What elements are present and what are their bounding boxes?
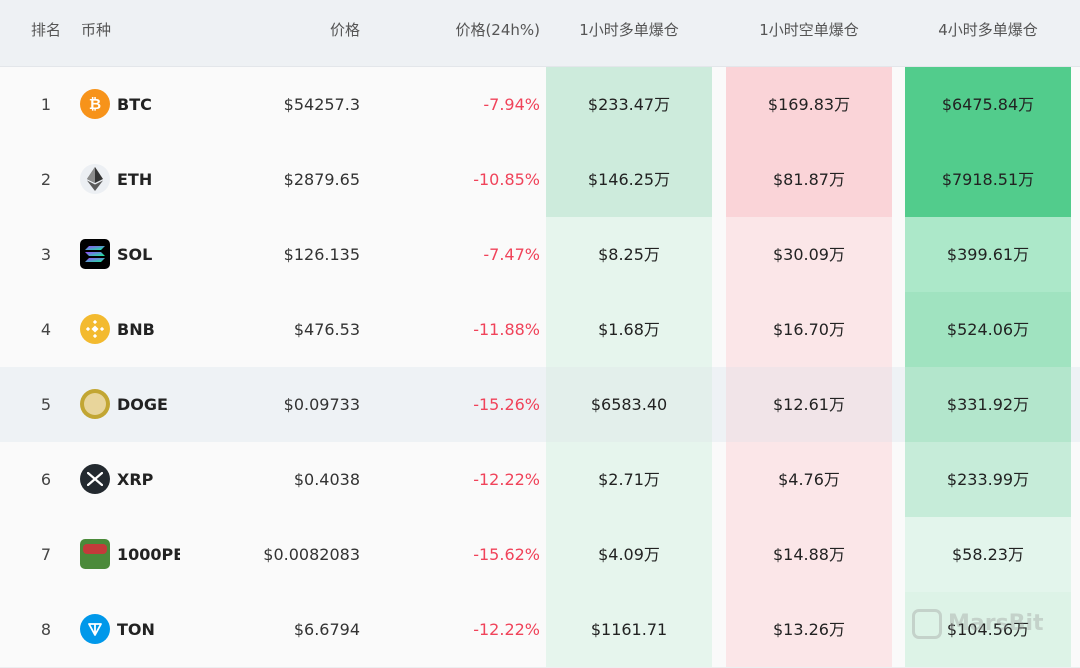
coin-cell[interactable]: DOGE — [80, 367, 180, 442]
long-1h-cell: $1161.71 — [546, 592, 712, 667]
price-cell: $0.09733 — [283, 395, 360, 414]
header-rank[interactable]: 排名 — [31, 21, 62, 39]
change-cell: -11.88% — [473, 320, 540, 339]
table-row[interactable]: 3 SOL $126.135 -7.47% $8.25万 $30.09万 $39… — [0, 217, 1080, 293]
long-4h-cell: $58.23万 — [905, 517, 1071, 592]
long-4h-cell: $524.06万 — [905, 292, 1071, 367]
long-4h-cell: $399.61万 — [905, 217, 1071, 292]
long-1h-cell: $4.09万 — [546, 517, 712, 592]
short-1h-cell: $13.26万 — [726, 592, 892, 667]
ethereum-icon — [80, 164, 110, 194]
header-change-24h[interactable]: 价格(24h%) — [455, 21, 540, 39]
long-4h-cell: $331.92万 — [905, 367, 1071, 442]
table-row[interactable]: 5 DOGE $0.09733 -15.26% $6583.40 $12.61万… — [0, 367, 1080, 443]
coin-symbol: TON — [117, 620, 155, 639]
rank-cell: 7 — [40, 545, 52, 564]
coin-cell[interactable]: BNB — [80, 292, 180, 367]
short-1h-cell: $16.70万 — [726, 292, 892, 367]
header-long-4h[interactable]: 4小时多单爆仓 — [938, 21, 1038, 39]
long-4h-cell: $233.99万 — [905, 442, 1071, 517]
table-row[interactable]: 2 ETH $2879.65 -10.85% $146.25万 $81.87万 … — [0, 142, 1080, 218]
toncoin-icon — [80, 614, 110, 644]
coin-symbol: 1000PEPE — [117, 545, 180, 564]
watermark-text: MarsBit — [948, 611, 1044, 636]
long-4h-cell: $104.56万 — [905, 592, 1071, 667]
change-cell: -7.47% — [483, 245, 540, 264]
pepe-icon — [80, 539, 110, 569]
rank-cell: 1 — [40, 95, 52, 114]
coin-symbol: SOL — [117, 245, 153, 264]
short-1h-cell: $81.87万 — [726, 142, 892, 217]
coin-symbol: XRP — [117, 470, 154, 489]
price-cell: $6.6794 — [293, 620, 360, 639]
table-row[interactable]: 6 XRP $0.4038 -12.22% $2.71万 $4.76万 $233… — [0, 442, 1080, 518]
table-row[interactable]: 1 ₿ BTC $54257.3 -7.94% $233.47万 $169.83… — [0, 67, 1080, 143]
coin-cell[interactable]: SOL — [80, 217, 180, 292]
long-1h-cell: $2.71万 — [546, 442, 712, 517]
long-1h-cell: $1.68万 — [546, 292, 712, 367]
watermark-logo-icon — [912, 609, 942, 639]
coin-symbol: BTC — [117, 95, 152, 114]
coin-symbol: DOGE — [117, 395, 168, 414]
header-coin[interactable]: 币种 — [81, 21, 112, 39]
change-cell: -12.22% — [473, 620, 540, 639]
table-row[interactable]: 8 TON $6.6794 -12.22% $1161.71 $13.26万 $… — [0, 592, 1080, 668]
change-cell: -12.22% — [473, 470, 540, 489]
long-4h-cell: $6475.84万 — [905, 67, 1071, 142]
change-cell: -15.62% — [473, 545, 540, 564]
table-header: 排名 币种 价格 价格(24h%) 1小时多单爆仓 1小时空单爆仓 4小时多单爆… — [0, 0, 1080, 67]
header-short-1h[interactable]: 1小时空单爆仓 — [759, 21, 859, 39]
watermark: MarsBit — [912, 604, 1072, 644]
coin-cell[interactable]: XRP — [80, 442, 180, 517]
change-cell: -7.94% — [483, 95, 540, 114]
header-long-1h[interactable]: 1小时多单爆仓 — [579, 21, 679, 39]
long-1h-cell: $6583.40 — [546, 367, 712, 442]
rank-cell: 8 — [40, 620, 52, 639]
solana-icon — [80, 239, 110, 269]
long-1h-cell: $146.25万 — [546, 142, 712, 217]
short-1h-cell: $169.83万 — [726, 67, 892, 142]
coin-cell[interactable]: 1000PEPE — [80, 517, 180, 592]
coin-symbol: ETH — [117, 170, 153, 189]
price-cell: $0.0082083 — [263, 545, 360, 564]
price-cell: $2879.65 — [283, 170, 360, 189]
rank-cell: 4 — [40, 320, 52, 339]
bitcoin-icon: ₿ — [80, 89, 110, 119]
short-1h-cell: $12.61万 — [726, 367, 892, 442]
price-cell: $126.135 — [283, 245, 360, 264]
rank-cell: 6 — [40, 470, 52, 489]
change-cell: -15.26% — [473, 395, 540, 414]
short-1h-cell: $4.76万 — [726, 442, 892, 517]
long-1h-cell: $233.47万 — [546, 67, 712, 142]
rank-cell: 5 — [40, 395, 52, 414]
change-cell: -10.85% — [473, 170, 540, 189]
rank-cell: 2 — [40, 170, 52, 189]
long-1h-cell: $8.25万 — [546, 217, 712, 292]
coin-symbol: BNB — [117, 320, 155, 339]
short-1h-cell: $14.88万 — [726, 517, 892, 592]
table-row[interactable]: 7 1000PEPE $0.0082083 -15.62% $4.09万 $14… — [0, 517, 1080, 593]
price-cell: $476.53 — [293, 320, 360, 339]
dogecoin-icon — [80, 389, 110, 419]
price-cell: $0.4038 — [293, 470, 360, 489]
coin-cell[interactable]: TON — [80, 592, 180, 667]
table-row[interactable]: 4 BNB $476.53 -11.88% $1.68万 $16.70万 $52… — [0, 292, 1080, 368]
short-1h-cell: $30.09万 — [726, 217, 892, 292]
coin-cell[interactable]: ₿ BTC — [80, 67, 180, 142]
xrp-icon — [80, 464, 110, 494]
long-4h-cell: $7918.51万 — [905, 142, 1071, 217]
coin-cell[interactable]: ETH — [80, 142, 180, 217]
bnb-icon — [80, 314, 110, 344]
price-cell: $54257.3 — [283, 95, 360, 114]
header-price[interactable]: 价格 — [329, 21, 360, 39]
rank-cell: 3 — [40, 245, 52, 264]
